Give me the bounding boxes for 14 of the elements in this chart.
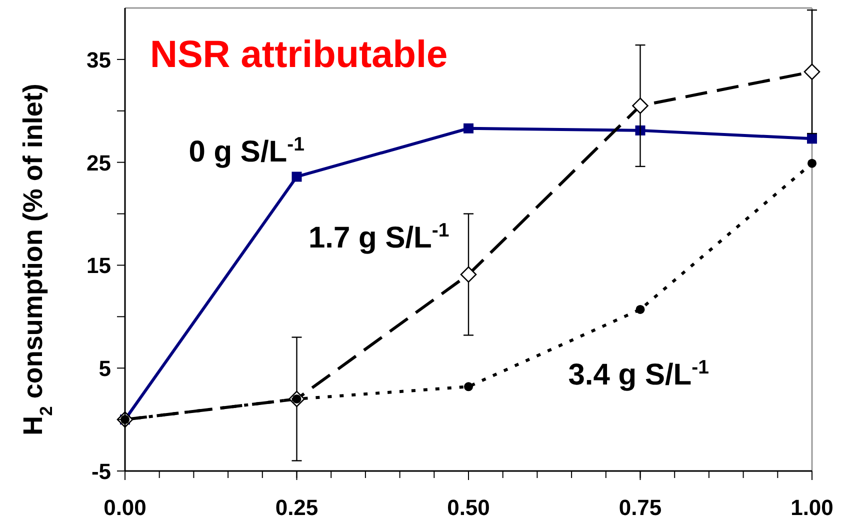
y-tick-label: 25 [86, 150, 111, 176]
series-label: 0 g S/L$^{-1}$ [188, 134, 305, 169]
x-tick-label: 0.25 [275, 495, 318, 520]
y-tick-label: 35 [86, 47, 111, 72]
y-tick-label: -5 [91, 459, 111, 484]
x-tick-label: 0.50 [447, 495, 490, 520]
text: NSR attributable [150, 34, 448, 76]
x-tick-label: 0.75 [618, 495, 662, 520]
y-tick-label: 15 [86, 253, 111, 278]
series-label: 1.7 g S/L$^{-1}$ [308, 219, 450, 254]
y-tick-label: 5 [98, 356, 111, 382]
x-tick-label: 0.00 [104, 495, 146, 520]
x-tick-label: 1.00 [790, 495, 834, 520]
series-label: 3.4 g S/L$^{-1}$ [568, 356, 710, 392]
